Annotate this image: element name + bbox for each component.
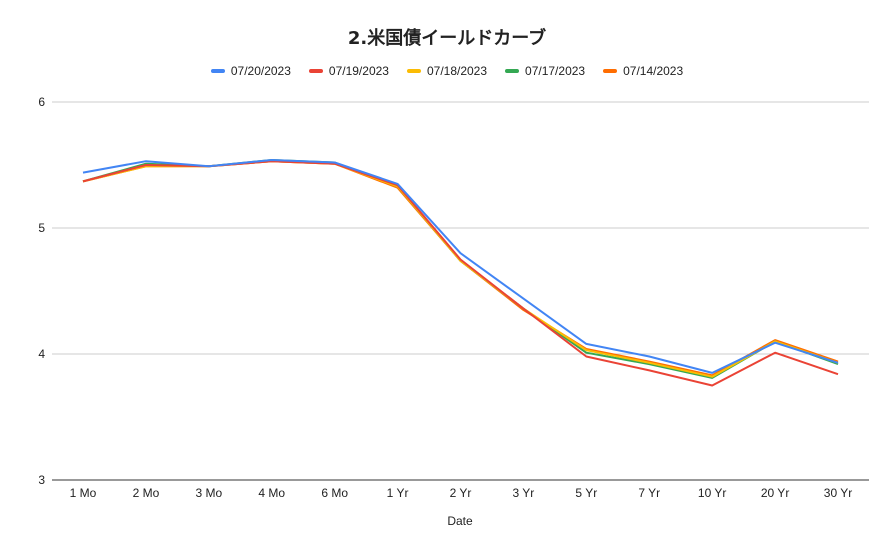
y-tick-label: 5 [38,221,45,235]
legend-swatch [603,69,618,73]
chart-title: 2.米国債イールドカーブ [347,28,547,49]
legend-swatch [308,69,323,73]
legend-label: 07/20/2023 [230,64,291,78]
x-tick-label: 4 Mo [258,486,285,500]
x-tick-label: 30 Yr [824,486,852,500]
legend-label: 07/14/2023 [623,64,684,78]
x-axis-label: Date [447,514,473,528]
legend-label: 07/18/2023 [426,64,488,78]
x-tick-label: 20 Yr [761,486,789,500]
x-tick-label: 7 Yr [638,486,660,500]
y-tick-label: 3 [38,473,45,487]
x-tick-label: 2 Mo [133,486,160,500]
x-tick-label: 3 Yr [513,486,535,500]
x-tick-label: 5 Yr [575,486,597,500]
x-tick-label: 1 Yr [387,486,409,500]
legend-swatch [505,69,520,73]
x-tick-label: 10 Yr [698,486,726,500]
x-tick-label: 1 Mo [70,486,97,500]
legend: 07/20/2023 07/19/2023 07/18/2023 07/17/2023… [0,64,894,78]
x-tick-label: 3 Mo [195,486,222,500]
legend-label: 07/19/2023 [328,64,389,78]
series-line-07/20/2023 [82,159,839,374]
legend-item: 07/20/2023 [210,64,291,78]
legend-item: 07/17/2023 [505,64,585,78]
legend-item: 07/19/2023 [308,64,389,78]
series-line-07/17/2023 [82,159,839,379]
y-tick-label: 6 [38,95,45,109]
y-tick-label: 4 [38,347,45,361]
series-line-07/14/2023 [82,160,839,377]
legend-item: 07/18/2023 [406,64,488,78]
series-line-07/19/2023 [82,160,839,387]
legend-swatch [406,69,421,73]
x-tick-label: 2 Yr [450,486,472,500]
legend-item: 07/14/2023 [603,64,683,78]
legend-label: 07/17/2023 [525,64,586,78]
x-tick-label: 6 Mo [321,486,348,500]
series-line-07/18/2023 [82,160,839,378]
legend-swatch [210,69,225,73]
